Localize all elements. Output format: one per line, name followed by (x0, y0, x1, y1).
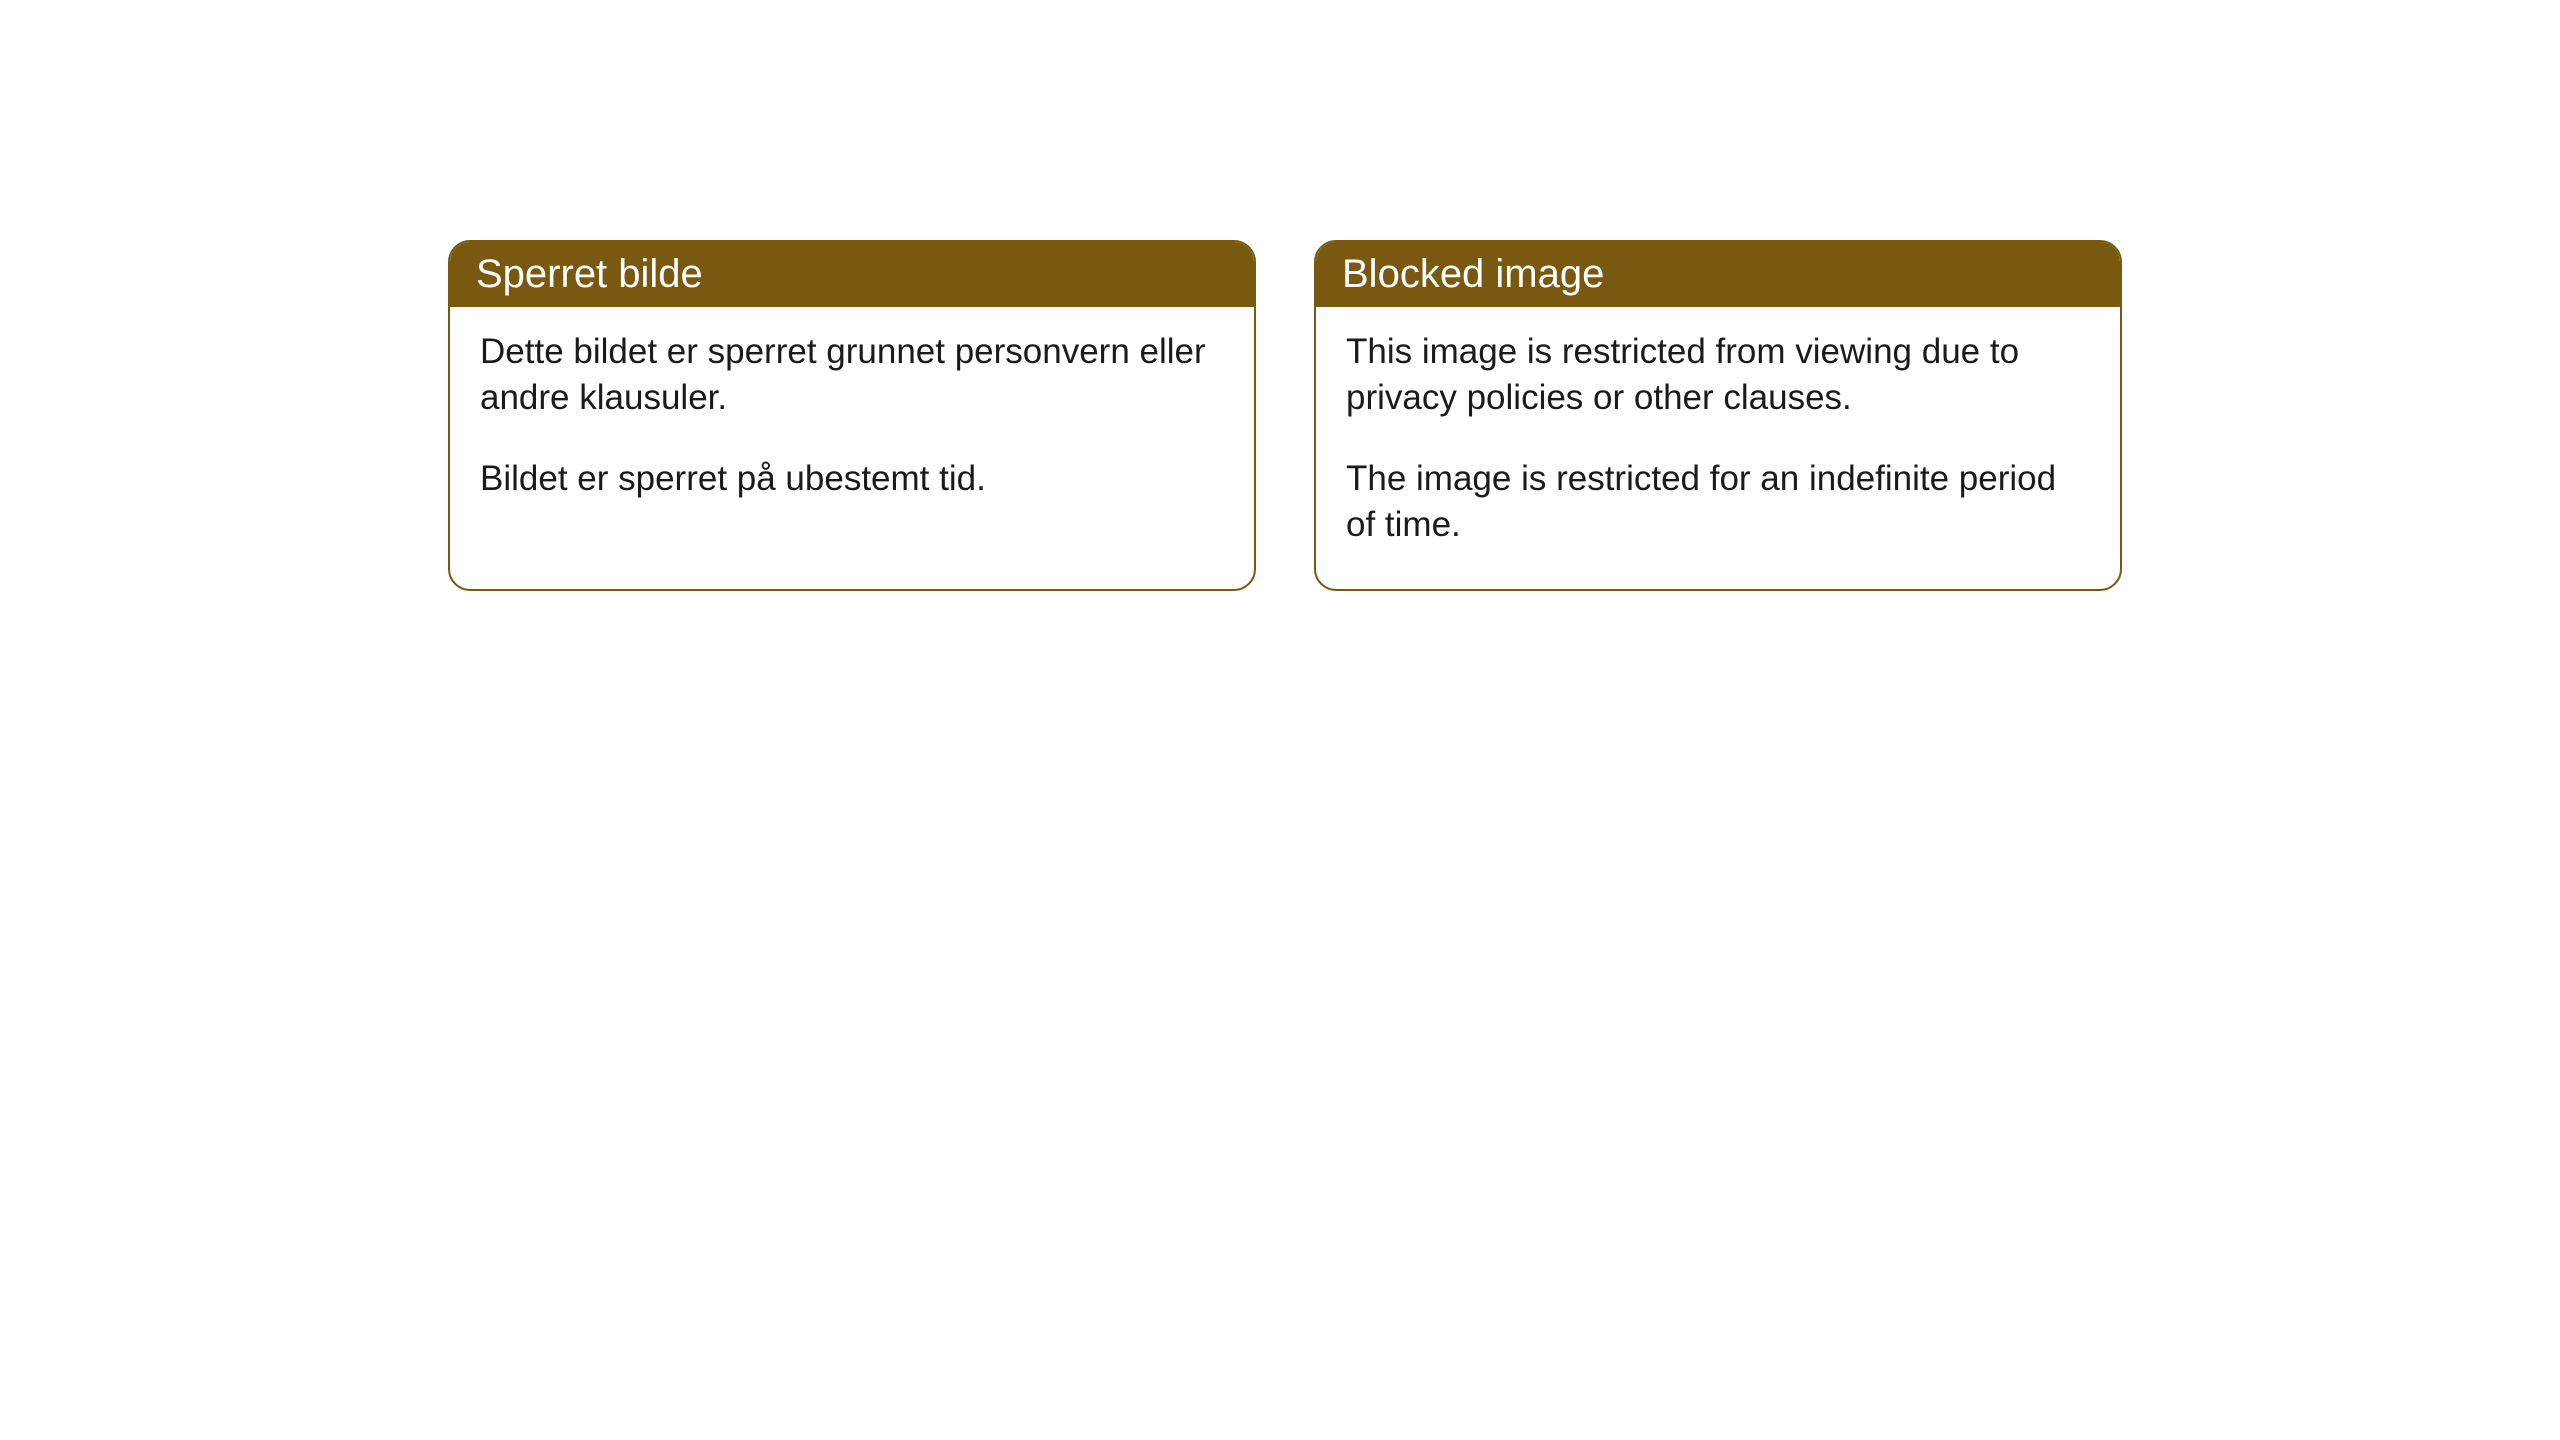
card-paragraph-2-norwegian: Bildet er sperret på ubestemt tid. (480, 456, 1224, 502)
card-paragraph-1-norwegian: Dette bildet er sperret grunnet personve… (480, 329, 1224, 420)
blocked-image-card-norwegian: Sperret bilde Dette bildet er sperret gr… (448, 240, 1256, 591)
card-title-norwegian: Sperret bilde (476, 252, 703, 296)
card-header-english: Blocked image (1316, 242, 2120, 307)
card-body-norwegian: Dette bildet er sperret grunnet personve… (450, 307, 1254, 544)
card-body-english: This image is restricted from viewing du… (1316, 307, 2120, 589)
card-paragraph-1-english: This image is restricted from viewing du… (1346, 329, 2090, 420)
card-paragraph-2-english: The image is restricted for an indefinit… (1346, 456, 2090, 547)
notice-cards-container: Sperret bilde Dette bildet er sperret gr… (448, 240, 2122, 591)
blocked-image-card-english: Blocked image This image is restricted f… (1314, 240, 2122, 591)
card-header-norwegian: Sperret bilde (450, 242, 1254, 307)
card-title-english: Blocked image (1342, 252, 1604, 296)
